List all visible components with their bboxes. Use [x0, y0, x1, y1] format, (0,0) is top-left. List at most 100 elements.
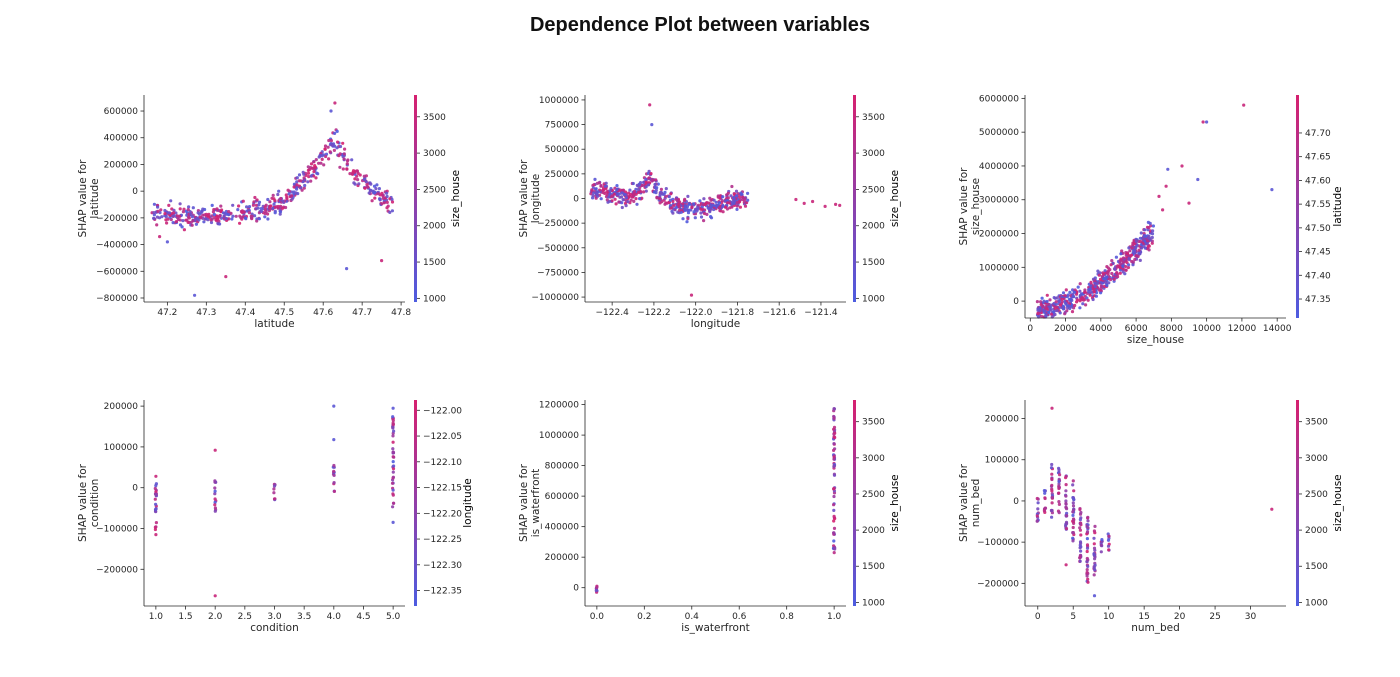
y-axis-label-line: SHAP value for — [518, 159, 530, 238]
data-point — [369, 182, 373, 186]
colorbar — [414, 95, 417, 302]
colorbar-tick-label: −122.30 — [423, 561, 462, 571]
data-point — [1079, 545, 1083, 549]
data-point — [1047, 310, 1051, 315]
colorbar-tick-label: 47.55 — [1305, 200, 1331, 210]
data-point — [350, 172, 355, 176]
data-point — [210, 217, 214, 221]
data-point — [593, 177, 597, 181]
data-point — [1064, 302, 1068, 306]
x-tick-label: −122.4 — [595, 308, 629, 318]
data-point — [1065, 514, 1069, 518]
data-point — [392, 501, 396, 505]
data-point — [152, 211, 156, 215]
data-point — [312, 170, 316, 174]
y-tick-label: −1000000 — [531, 293, 579, 303]
data-point — [1065, 521, 1069, 526]
data-point — [1057, 491, 1061, 495]
data-point — [794, 197, 798, 202]
data-point — [654, 178, 658, 182]
data-point — [1196, 177, 1200, 182]
data-point — [1058, 311, 1062, 315]
data-point — [1138, 258, 1142, 262]
data-point — [670, 209, 674, 213]
data-point — [1050, 483, 1054, 487]
data-point — [154, 525, 158, 529]
data-point — [306, 165, 310, 169]
colorbar-tick-label: 3500 — [862, 418, 885, 428]
data-point — [199, 211, 203, 215]
data-point — [595, 585, 599, 589]
data-point — [328, 150, 332, 154]
data-point — [253, 195, 257, 200]
data-point — [213, 509, 217, 513]
data-point — [726, 201, 730, 205]
data-point — [1036, 507, 1040, 511]
data-point — [391, 520, 395, 525]
data-point — [699, 215, 704, 219]
data-point — [272, 202, 276, 206]
x-tick-label: 47.2 — [157, 308, 177, 318]
data-point — [1105, 283, 1109, 287]
data-point — [1119, 252, 1123, 256]
data-point — [342, 152, 346, 156]
data-point — [699, 211, 703, 215]
data-point — [302, 176, 306, 180]
data-point — [391, 434, 395, 438]
data-point — [279, 204, 283, 208]
data-point — [335, 146, 339, 150]
data-point — [373, 196, 377, 200]
data-point — [709, 216, 714, 220]
data-point — [1060, 297, 1064, 301]
data-point — [202, 220, 206, 224]
data-point — [711, 203, 715, 207]
colorbar — [853, 95, 856, 302]
data-point — [730, 205, 734, 209]
plot-num_bed: 0 5 10 15 20 25 30 −200000 −100000 0 100000 200000 n… — [958, 400, 1344, 634]
data-point — [250, 214, 254, 218]
colorbar-label: size_house — [889, 170, 901, 227]
data-point — [380, 191, 384, 195]
data-point — [1107, 281, 1111, 285]
data-point — [1121, 264, 1125, 269]
data-point — [213, 486, 217, 490]
data-point — [184, 218, 188, 222]
data-point — [1078, 306, 1082, 310]
data-point — [390, 197, 394, 202]
plot-condition: 1.0 1.5 2.0 2.5 3.0 3.5 4.0 4.5 5.0 −200000 −10000… — [77, 400, 474, 634]
y-tick-label: 1200000 — [539, 401, 579, 411]
data-point — [206, 218, 210, 222]
data-point — [650, 123, 654, 127]
data-point — [1036, 501, 1040, 505]
data-point — [345, 167, 349, 171]
y-axis-label: SHAP value foris_waterfront — [518, 463, 542, 542]
data-point — [647, 183, 651, 187]
data-point — [1180, 164, 1184, 168]
x-tick-label: 15 — [1138, 612, 1149, 622]
data-point — [276, 192, 280, 197]
data-point — [1084, 303, 1088, 307]
data-point — [1042, 489, 1046, 493]
data-point — [355, 169, 359, 173]
data-point — [302, 186, 306, 190]
data-point — [309, 179, 313, 183]
data-point — [1050, 472, 1054, 476]
data-point — [644, 189, 648, 193]
data-point — [615, 184, 619, 188]
data-point — [352, 181, 356, 185]
data-point — [1041, 304, 1045, 308]
data-point — [187, 205, 191, 209]
data-point — [391, 455, 395, 459]
x-tick-label: 12000 — [1228, 324, 1257, 334]
data-point — [832, 442, 836, 446]
data-point — [1092, 573, 1096, 577]
colorbar-tick-label: 3500 — [862, 113, 885, 123]
data-point — [1053, 306, 1057, 310]
data-point — [832, 457, 836, 461]
data-point — [168, 213, 173, 217]
data-point — [1086, 519, 1090, 523]
colorbar-tick-label: 1000 — [1305, 598, 1328, 608]
y-tick-label: 100000 — [104, 443, 139, 453]
data-point — [1068, 290, 1072, 294]
data-point — [382, 201, 386, 205]
